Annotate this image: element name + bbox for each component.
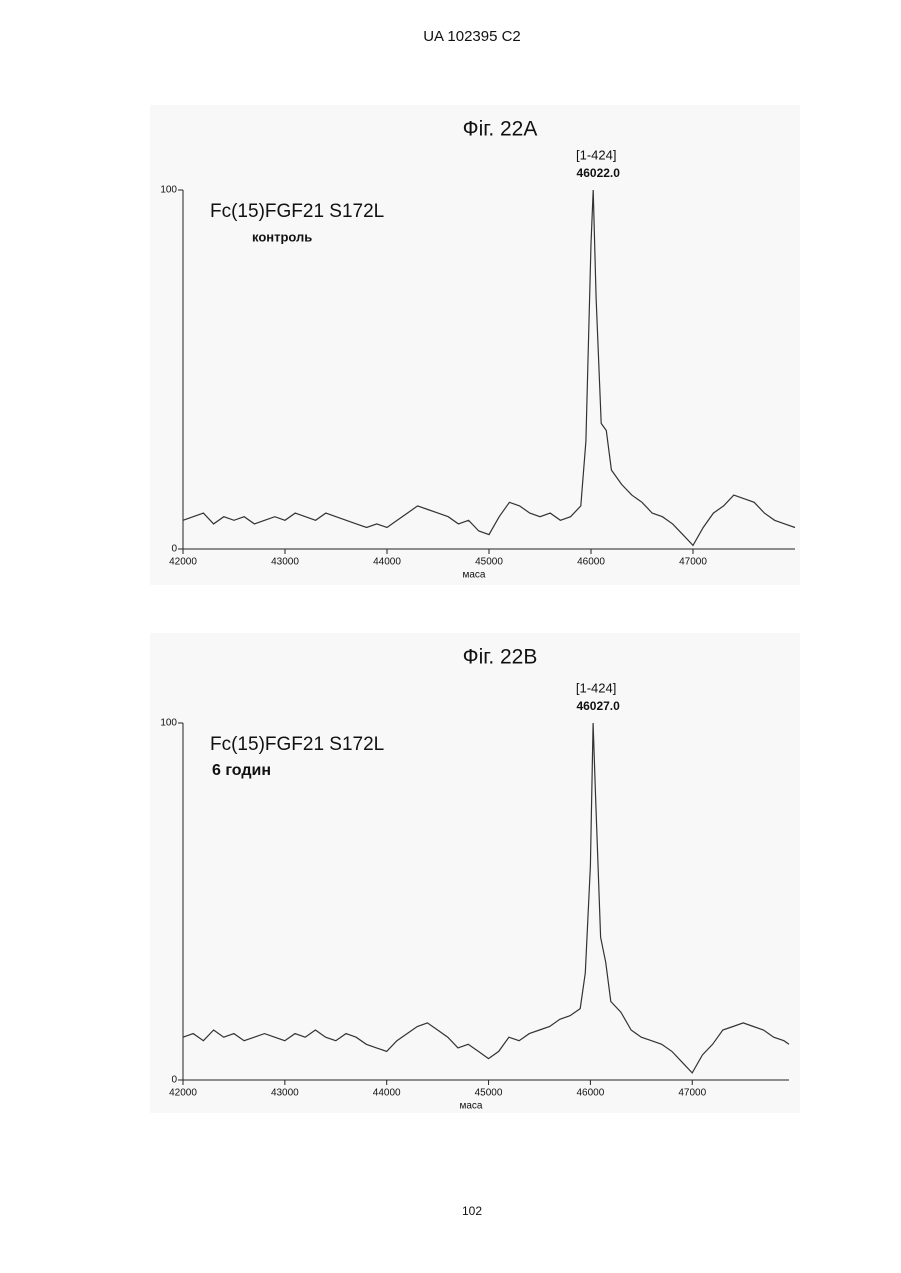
- x-tick-label: 43000: [271, 1088, 299, 1099]
- x-tick-label: 47000: [678, 1088, 706, 1099]
- y-tick-label: 0: [171, 1075, 177, 1086]
- chart-title: Фіг. 22A: [463, 118, 538, 141]
- page-number: 102: [462, 1204, 482, 1218]
- x-tick-label: 46000: [577, 557, 605, 568]
- sample-label: Fc(15)FGF21 S172L: [210, 201, 384, 222]
- x-tick-label: 45000: [475, 557, 503, 568]
- y-tick-label: 100: [160, 185, 177, 196]
- peak-annotation: [1-424]: [576, 680, 616, 695]
- y-tick-label: 0: [171, 544, 177, 555]
- x-tick-label: 43000: [271, 557, 299, 568]
- x-tick-label: 42000: [169, 1088, 197, 1099]
- condition-label: контроль: [252, 229, 312, 244]
- x-tick-label: 45000: [475, 1088, 503, 1099]
- figure-background: [150, 633, 800, 1113]
- figure-background: [150, 105, 800, 585]
- x-tick-label: 44000: [373, 1088, 401, 1099]
- page-header: UA 102395 C2: [423, 28, 521, 45]
- x-axis-label: маса: [463, 570, 486, 581]
- sample-label: Fc(15)FGF21 S172L: [210, 734, 384, 755]
- x-axis-label: маса: [460, 1101, 483, 1112]
- chart-title: Фіг. 22B: [463, 646, 538, 669]
- x-tick-label: 42000: [169, 557, 197, 568]
- condition-label: 6 годин: [212, 762, 271, 779]
- x-tick-label: 47000: [679, 557, 707, 568]
- x-tick-label: 44000: [373, 557, 401, 568]
- x-tick-label: 46000: [576, 1088, 604, 1099]
- peak-annotation: [1-424]: [576, 147, 616, 162]
- y-tick-label: 100: [160, 718, 177, 729]
- peak-annotation: 46027.0: [576, 699, 620, 713]
- page: UA 102395 C2 102 Фіг. 22A Fc(15)FGF21 S17…: [0, 0, 901, 1273]
- peak-annotation: 46022.0: [577, 166, 621, 180]
